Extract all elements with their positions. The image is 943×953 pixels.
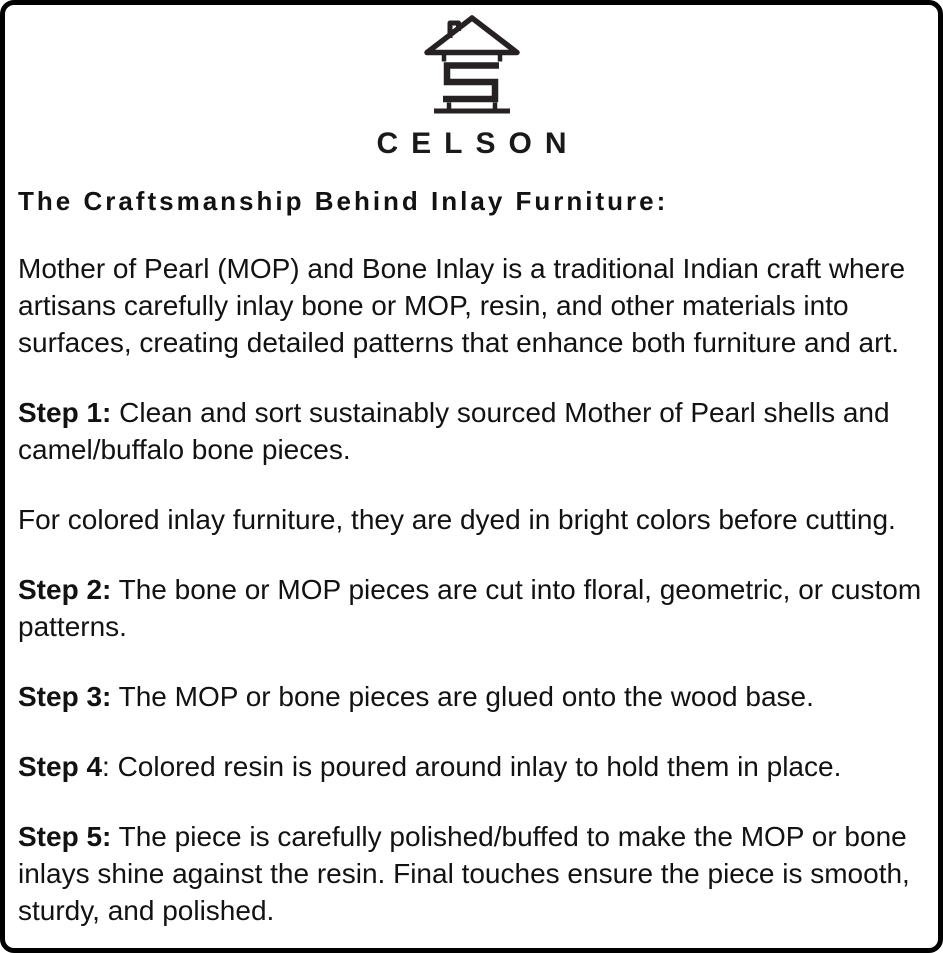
line-text: The piece is carefully polished/buffed t… (111, 821, 907, 852)
line-text: patterns. (18, 611, 127, 642)
paragraph: Mother of Pearl (MOP) and Bone Inlay is … (18, 250, 930, 361)
text-line: sturdy, and polished. (18, 892, 930, 929)
line-text: For colored inlay furniture, they are dy… (18, 504, 896, 535)
text-line: Step 2: The bone or MOP pieces are cut i… (18, 571, 930, 608)
line-text: inlays shine against the resin. Final to… (18, 858, 910, 889)
line-text: artisans carefully inlay bone or MOP, re… (18, 290, 849, 321)
paragraph: Step 2: The bone or MOP pieces are cut i… (18, 571, 930, 645)
line-text: surfaces, creating detailed patterns tha… (18, 327, 900, 358)
text-line: For colored inlay furniture, they are dy… (18, 501, 930, 538)
line-text: The MOP or bone pieces are glued onto th… (111, 681, 814, 712)
text-line: patterns. (18, 608, 930, 645)
paragraph: Step 4: Colored resin is poured around i… (18, 748, 930, 785)
text-line: surfaces, creating detailed patterns tha… (18, 324, 930, 361)
paragraph: Step 5: The piece is carefully polished/… (18, 818, 930, 929)
line-text: The bone or MOP pieces are cut into flor… (111, 574, 922, 605)
text-line: camel/buffalo bone pieces. (18, 431, 930, 468)
paragraph: Step 1: Clean and sort sustainably sourc… (18, 394, 930, 468)
text-line: Step 3: The MOP or bone pieces are glued… (18, 678, 930, 715)
line-text: sturdy, and polished. (18, 895, 275, 926)
text-line: inlays shine against the resin. Final to… (18, 855, 930, 892)
text-line: artisans carefully inlay bone or MOP, re… (18, 287, 930, 324)
page-title: The Craftsmanship Behind Inlay Furniture… (18, 186, 669, 216)
step-label: Step 1: (18, 397, 112, 428)
brand-logo (5, 5, 938, 121)
house-s-monogram-icon (423, 15, 520, 114)
line-text: : Colored resin is poured around inlay t… (102, 751, 842, 782)
step-label: Step 3: (18, 681, 112, 712)
paragraph: For colored inlay furniture, they are dy… (18, 501, 930, 538)
step-label: Step 4 (18, 751, 103, 782)
brand-name: CELSON (376, 127, 580, 160)
body-text: Mother of Pearl (MOP) and Bone Inlay is … (18, 250, 930, 929)
text-line: Step 1: Clean and sort sustainably sourc… (18, 394, 930, 431)
line-text: Mother of Pearl (MOP) and Bone Inlay is … (18, 253, 906, 284)
text-line: Mother of Pearl (MOP) and Bone Inlay is … (18, 250, 930, 287)
line-text: camel/buffalo bone pieces. (18, 434, 351, 465)
step-label: Step 5: (18, 821, 112, 852)
paragraph: Step 3: The MOP or bone pieces are glued… (18, 678, 930, 715)
step-label: Step 2: (18, 574, 112, 605)
text-line: Step 5: The piece is carefully polished/… (18, 818, 930, 855)
text-line: Step 4: Colored resin is poured around i… (18, 748, 930, 785)
line-text: Clean and sort sustainably sourced Mothe… (111, 397, 890, 428)
